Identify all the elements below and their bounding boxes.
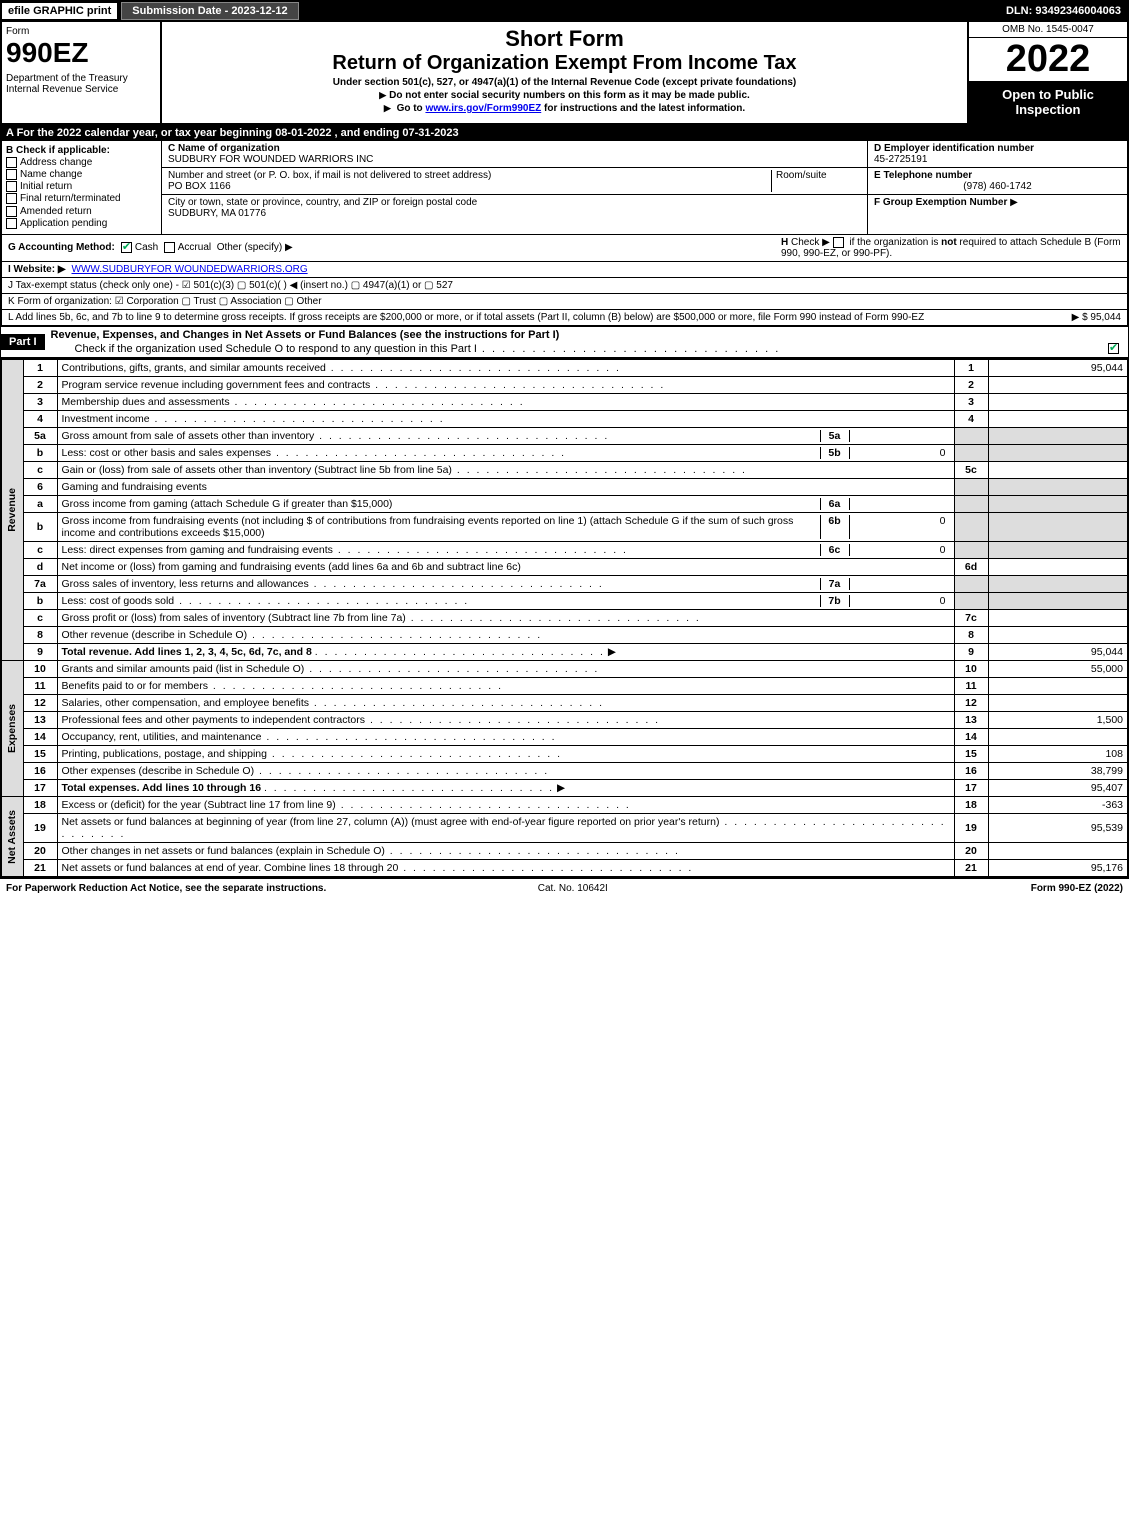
r1-desc: Contributions, gifts, grants, and simila… xyxy=(57,359,954,377)
line-i: I Website: ▶ WWW.SUDBURYFOR WOUNDEDWARRI… xyxy=(0,262,1129,278)
form-title: Return of Organization Exempt From Incom… xyxy=(166,52,963,75)
footer-mid: Cat. No. 10642I xyxy=(538,883,608,894)
footer-right: Form 990-EZ (2022) xyxy=(1031,883,1123,894)
c-street-row: Number and street (or P. O. box, if mail… xyxy=(162,168,867,195)
form-word: Form xyxy=(6,26,156,37)
col-b: B Check if applicable: Address change Na… xyxy=(2,141,162,234)
header-mid: Short Form Return of Organization Exempt… xyxy=(162,22,967,123)
cb-address-change[interactable]: Address change xyxy=(6,157,157,168)
row-a: A For the 2022 calendar year, or tax yea… xyxy=(0,125,1129,141)
c-name-lbl: C Name of organization xyxy=(168,143,280,154)
b-label: B Check if applicable: xyxy=(6,145,157,156)
line-l: L Add lines 5b, 6c, and 7b to line 9 to … xyxy=(0,310,1129,326)
section-b-h: B Check if applicable: Address change Na… xyxy=(0,141,1129,235)
city-val: SUDBURY, MA 01776 xyxy=(168,208,266,219)
submission-date: Submission Date - 2023-12-12 xyxy=(121,2,298,20)
note2-prefix: Go to xyxy=(397,103,426,114)
l-amt: ▶ $ 95,044 xyxy=(1072,312,1121,323)
department: Department of the Treasury Internal Reve… xyxy=(6,73,156,95)
cb-amended[interactable]: Amended return xyxy=(6,206,157,217)
c-name-row: C Name of organization SUDBURY FOR WOUND… xyxy=(162,141,867,168)
part1-header: Part I Revenue, Expenses, and Changes in… xyxy=(0,326,1129,358)
footer: For Paperwork Reduction Act Notice, see … xyxy=(0,878,1129,898)
line-k: K Form of organization: ☑ Corporation ▢ … xyxy=(0,294,1129,310)
ein: 45-2725191 xyxy=(874,154,927,165)
inspection-pill: Open to Public Inspection xyxy=(969,81,1127,123)
header-right: OMB No. 1545-0047 2022 Open to Public In… xyxy=(967,22,1127,123)
expenses-label: Expenses xyxy=(6,700,18,757)
line-j: J Tax-exempt status (check only one) - ☑… xyxy=(0,278,1129,294)
cb-accrual[interactable] xyxy=(164,242,175,253)
main-grid: Revenue 1 Contributions, gifts, grants, … xyxy=(0,358,1129,878)
cb-pending[interactable]: Application pending xyxy=(6,218,157,229)
cb-name-change[interactable]: Name change xyxy=(6,169,157,180)
form-header: Form 990EZ Department of the Treasury In… xyxy=(0,22,1129,125)
f-arrow: ▶ xyxy=(1010,197,1018,208)
part1-label: Part I xyxy=(1,334,45,350)
cb-initial-return[interactable]: Initial return xyxy=(6,181,157,192)
f-row: F Group Exemption Number ▶ xyxy=(868,195,1127,210)
g-lbl: G Accounting Method: xyxy=(8,242,115,253)
e-row: E Telephone number (978) 460-1742 xyxy=(868,168,1127,195)
cb-cash[interactable] xyxy=(121,242,132,253)
note2-suffix: for instructions and the latest informat… xyxy=(544,103,745,114)
g-other: Other (specify) ▶ xyxy=(217,242,293,253)
note-link: Go to www.irs.gov/Form990EZ for instruct… xyxy=(166,103,963,114)
e-lbl: E Telephone number xyxy=(874,170,972,181)
website-link[interactable]: WWW.SUDBURYFOR WOUNDEDWARRIORS.ORG xyxy=(72,264,308,275)
i-lbl: I Website: ▶ xyxy=(8,264,66,275)
efile-label[interactable]: efile GRAPHIC print xyxy=(2,3,117,19)
col-def: D Employer identification number 45-2725… xyxy=(867,141,1127,234)
footer-left: For Paperwork Reduction Act Notice, see … xyxy=(6,883,326,894)
org-name: SUDBURY FOR WOUNDED WARRIORS INC xyxy=(168,154,373,165)
arrow-icon xyxy=(384,103,394,114)
cb-final-return[interactable]: Final return/terminated xyxy=(6,193,157,204)
short-form-label: Short Form xyxy=(166,26,963,52)
omb-number: OMB No. 1545-0047 xyxy=(969,22,1127,38)
revenue-label: Revenue xyxy=(6,484,18,536)
street-lbl: Number and street (or P. O. box, if mail… xyxy=(168,170,491,181)
form-number: 990EZ xyxy=(6,37,156,69)
netassets-label: Net Assets xyxy=(6,806,18,868)
cb-h[interactable] xyxy=(833,237,844,248)
r1-amt: 95,044 xyxy=(988,359,1128,377)
top-bar: efile GRAPHIC print Submission Date - 20… xyxy=(0,0,1129,22)
part1-sub: Check if the organization used Schedule … xyxy=(75,343,1108,355)
dln: DLN: 93492346004063 xyxy=(1006,5,1127,17)
l-text: L Add lines 5b, 6c, and 7b to line 9 to … xyxy=(8,312,1072,323)
f-lbl: F Group Exemption Number xyxy=(874,197,1007,208)
h-text: H Check ▶ if the organization is not req… xyxy=(781,237,1121,259)
city-lbl: City or town, state or province, country… xyxy=(168,197,477,208)
phone: (978) 460-1742 xyxy=(874,181,1121,192)
header-left: Form 990EZ Department of the Treasury In… xyxy=(2,22,162,123)
note-ssn: Do not enter social security numbers on … xyxy=(166,90,963,101)
subtitle: Under section 501(c), 527, or 4947(a)(1)… xyxy=(166,77,963,88)
tax-year: 2022 xyxy=(969,38,1127,81)
d-row: D Employer identification number 45-2725… xyxy=(868,141,1127,168)
room-lbl: Room/suite xyxy=(771,170,861,192)
col-c: C Name of organization SUDBURY FOR WOUND… xyxy=(162,141,867,234)
c-city-row: City or town, state or province, country… xyxy=(162,195,867,221)
cb-schedule-o[interactable] xyxy=(1108,343,1119,354)
part1-title: Revenue, Expenses, and Changes in Net As… xyxy=(45,327,1128,343)
street-val: PO BOX 1166 xyxy=(168,181,231,192)
d-lbl: D Employer identification number xyxy=(874,143,1034,154)
line-g-h: G Accounting Method: Cash Accrual Other … xyxy=(0,235,1129,262)
irs-link[interactable]: www.irs.gov/Form990EZ xyxy=(425,103,541,114)
